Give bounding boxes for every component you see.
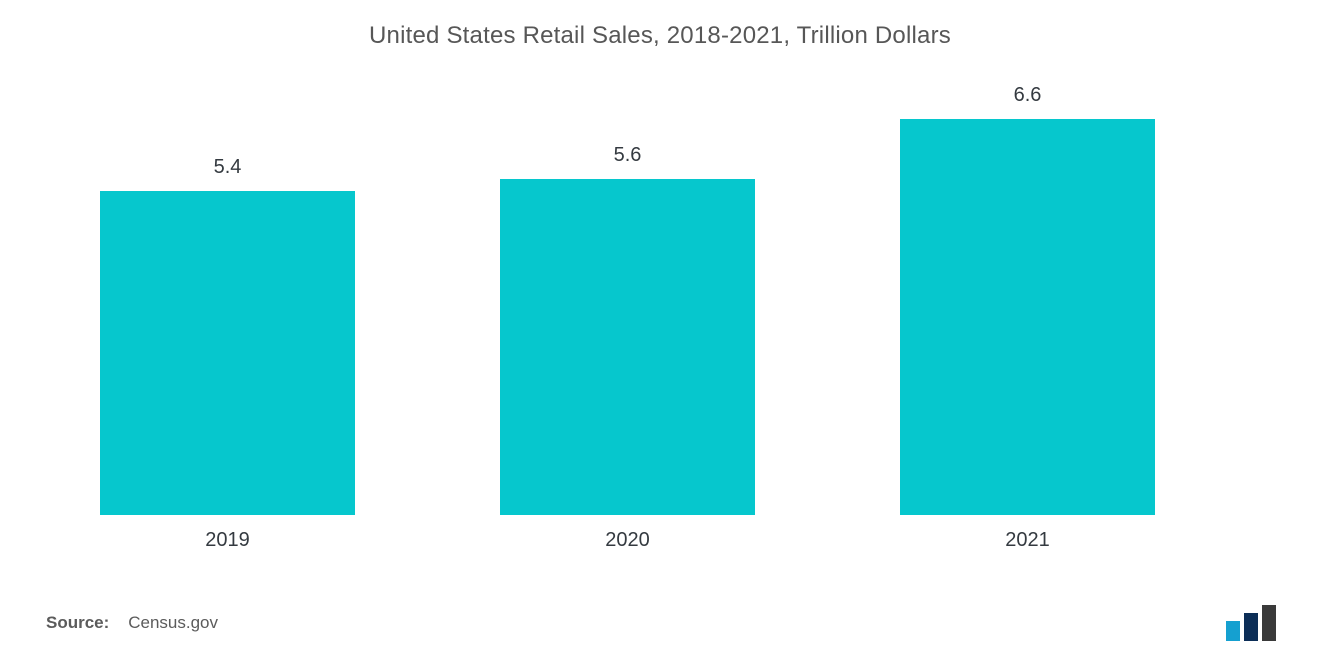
bar-category-label: 2019 [100,529,355,552]
bar-value-label: 6.6 [900,84,1155,107]
source-text: Census.gov [128,613,218,632]
bar-value-label: 5.4 [100,156,355,179]
bar-group: 6.62021 [900,95,1155,515]
source-line: Source: Census.gov [46,613,218,633]
bar [500,179,755,515]
bar-category-label: 2020 [500,529,755,552]
brand-logo-icon [1226,605,1280,641]
bar-group: 5.42019 [100,95,355,515]
chart-container: United States Retail Sales, 2018-2021, T… [0,0,1320,665]
plot-area: 5.42019 5.62020 6.62021 [90,95,1230,515]
bar [100,191,355,515]
source-label: Source: [46,613,109,632]
bar [900,119,1155,515]
bar-group: 5.62020 [500,95,755,515]
bar-category-label: 2021 [900,529,1155,552]
chart-title: United States Retail Sales, 2018-2021, T… [0,22,1320,50]
bar-value-label: 5.6 [500,144,755,167]
